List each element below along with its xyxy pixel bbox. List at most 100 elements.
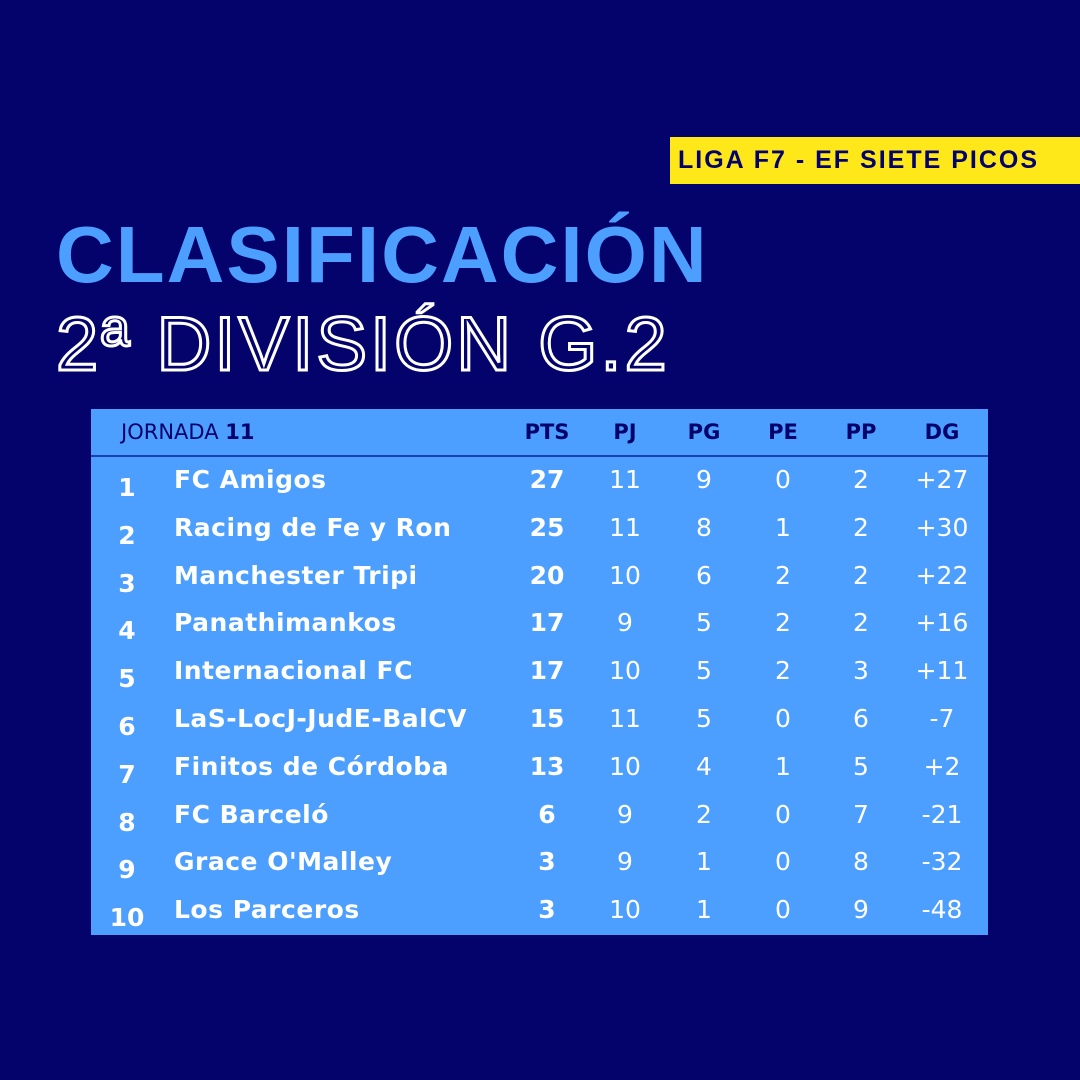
column-header-pj: PJ [613,420,637,444]
cell-pj: 10 [609,560,641,590]
cell-dg: +2 [923,751,961,781]
team-name: FC Amigos [174,465,327,494]
cell-dg: -32 [921,847,963,877]
table-row: 4 Panathimankos 17 9 5 2 2 +16 [91,600,988,648]
cell-pp: 9 [853,895,869,925]
team-name: Finitos de Córdoba [174,751,449,781]
table-row: 9 Grace O'Malley 3 9 1 0 8 -32 [91,839,988,887]
cell-pj: 11 [609,703,641,733]
team-name: FC Barceló [174,799,329,829]
column-header-pp: PP [845,420,877,444]
cell-pts: 13 [529,751,565,781]
cell-dg: +22 [915,560,969,590]
cell-pts: 17 [529,656,565,686]
cell-dg: +11 [915,656,969,686]
team-name: Los Parceros [174,895,360,925]
cell-pg: 5 [696,703,712,733]
cell-pj: 11 [609,465,641,494]
cell-pe: 2 [775,560,791,590]
cell-pp: 5 [853,751,869,781]
team-name: LaS-LocJ-JudE-BalCV [174,703,467,733]
cell-pp: 2 [853,512,869,542]
table-row: 7 Finitos de Córdoba 13 10 4 1 5 +2 [91,744,988,792]
cell-pts: 17 [529,608,565,638]
cell-dg: +27 [915,465,969,494]
cell-pg: 6 [696,560,712,590]
column-header-pe: PE [768,420,798,444]
jornada-label: JORNADA 11 [121,420,254,444]
position-value: 9 [118,855,136,885]
cell-pe: 0 [775,465,791,494]
cell-pts: 3 [538,847,556,877]
cell-pj: 10 [609,895,641,925]
cell-pts: 20 [529,560,565,590]
cell-dg: +16 [915,608,969,638]
table-row: 8 FC Barceló 6 9 2 0 7 -21 [91,792,988,840]
table-row: 2 Racing de Fe y Ron 25 11 8 1 2 +30 [91,505,988,553]
position-value: 7 [118,759,136,789]
team-name: Manchester Tripi [174,560,418,590]
cell-pp: 7 [853,799,869,829]
table-row: 3 Manchester Tripi 20 10 6 2 2 +22 [91,553,988,601]
cell-pj: 9 [617,799,633,829]
cell-pj: 10 [609,656,641,686]
cell-pp: 2 [853,465,869,494]
team-name: Racing de Fe y Ron [174,512,452,542]
position-value: 3 [118,568,136,598]
cell-pp: 2 [853,560,869,590]
position-value: 1 [118,473,136,502]
cell-pe: 1 [775,751,791,781]
position-value: 4 [118,616,136,646]
jornada-number: 11 [225,420,255,444]
table-row: 1 FC Amigos 27 11 9 0 2 +27 [91,457,988,505]
cell-pj: 10 [609,751,641,781]
cell-pg: 5 [696,656,712,686]
cell-pg: 8 [696,512,712,542]
cell-pj: 9 [617,608,633,638]
table-row: 5 Internacional FC 17 10 5 2 3 +11 [91,648,988,696]
cell-pts: 25 [529,512,565,542]
table-header: JORNADA 11 PTS PJ PG PE PP DG [91,409,988,457]
cell-pg: 2 [696,799,712,829]
position-value: 2 [118,520,136,550]
position-value: 8 [118,807,136,837]
cell-pp: 3 [853,656,869,686]
cell-pj: 9 [617,847,633,877]
cell-pp: 6 [853,703,869,733]
cell-pe: 0 [775,703,791,733]
column-header-dg: DG [924,420,960,444]
cell-pg: 9 [696,465,712,494]
position-value: 6 [118,711,136,741]
cell-pe: 2 [775,608,791,638]
cell-pp: 8 [853,847,869,877]
table-row: 10 Los Parceros 3 10 1 0 9 -48 [91,887,988,935]
cell-pts: 3 [538,895,556,925]
table-body: 1 FC Amigos 27 11 9 0 2 +27 2 Racing de Fe y Ron 2… [91,457,988,935]
cell-dg: +30 [915,512,969,542]
cell-pe: 0 [775,895,791,925]
cell-pts: 6 [538,799,556,829]
cell-dg: -7 [929,703,955,733]
cell-pe: 0 [775,847,791,877]
cell-pe: 2 [775,656,791,686]
team-name: Internacional FC [174,656,413,686]
cell-pe: 0 [775,799,791,829]
cell-dg: -48 [921,895,963,925]
team-name: Panathimankos [174,608,397,638]
cell-pe: 1 [775,512,791,542]
cell-pts: 15 [529,703,565,733]
cell-pg: 5 [696,608,712,638]
cell-pg: 1 [696,895,712,925]
position-value: 5 [118,664,136,694]
cell-pg: 1 [696,847,712,877]
team-name: Grace O'Malley [174,847,393,877]
standings-table: JORNADA 11 PTS PJ PG PE PP DG 1 FC Amigos… [91,409,988,935]
cell-pts: 27 [529,465,565,494]
cell-pp: 2 [853,608,869,638]
league-badge: LIGA F7 - EF SIETE PICOS [670,137,1080,184]
page-title: CLASIFICACIÓN [56,210,709,299]
column-header-pts: PTS [524,420,570,444]
cell-pj: 11 [609,512,641,542]
table-row: 6 LaS-LocJ-JudE-BalCV 15 11 5 0 6 -7 [91,696,988,744]
page-subtitle: 2ª DIVISIÓN G.2 [55,301,670,389]
